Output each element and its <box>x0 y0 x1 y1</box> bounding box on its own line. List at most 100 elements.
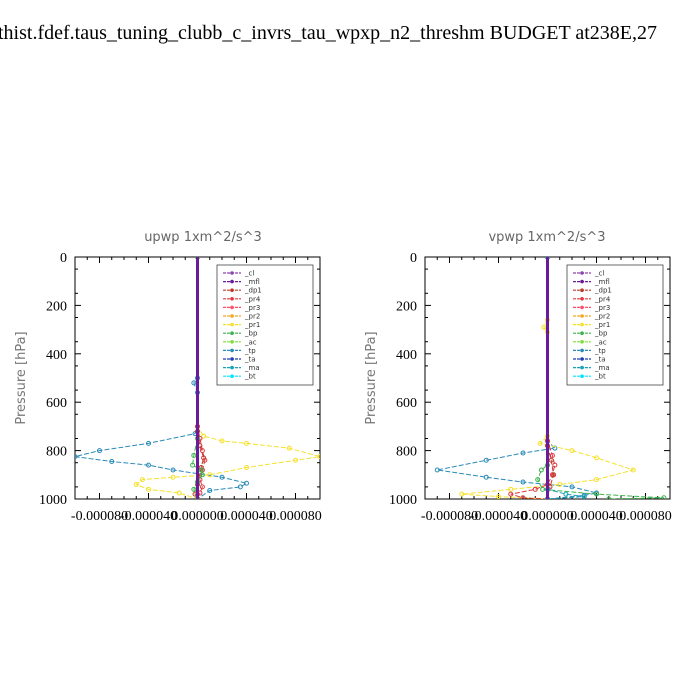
series-marker <box>191 486 197 492</box>
legend-label: _ma <box>244 364 260 372</box>
legend-marker <box>580 357 584 361</box>
legend-label: _ma <box>594 364 610 372</box>
legend-marker <box>230 314 234 318</box>
y-tick-label: 0 <box>60 251 67 266</box>
series-marker <box>569 448 575 454</box>
y-tick-label: 800 <box>46 445 67 460</box>
legend-label: _ac <box>594 338 607 346</box>
legend-marker <box>230 357 234 361</box>
series-marker <box>244 465 249 471</box>
x-tick-label: -0.000040 <box>120 509 177 524</box>
x-tick-label: 0.000080 <box>619 509 672 524</box>
legend-label: _mfl <box>594 278 610 286</box>
legend-marker <box>580 288 584 293</box>
legend-label: _pr3 <box>244 304 260 312</box>
series-marker <box>520 450 526 456</box>
series-marker <box>207 472 213 478</box>
legend: _cl_mfl_dp1_pr4_pr3_pr2_pr1_bp_ac_tp_ta_… <box>216 264 314 386</box>
legend-marker <box>230 365 234 370</box>
series-marker <box>139 477 145 483</box>
series-marker <box>199 472 205 478</box>
legend-marker <box>580 331 584 336</box>
series-line-bp <box>537 257 664 499</box>
legend-label: _cl <box>244 270 254 278</box>
series-marker <box>557 481 563 487</box>
chart-panel-1: upwp 1xm^2/s^3 Pressure [hPa] 0 200 400 600 80… <box>14 230 322 524</box>
series-line-bp <box>192 257 203 499</box>
legend-marker <box>580 279 584 284</box>
series-marker <box>532 486 538 492</box>
series-marker <box>190 462 196 468</box>
legend-marker <box>580 314 584 318</box>
y-tick-label: 600 <box>396 396 417 411</box>
series-line-pr4 <box>510 257 556 499</box>
series-marker <box>594 455 599 461</box>
series-marker <box>538 467 544 473</box>
series-marker <box>75 454 78 460</box>
series-marker <box>548 457 554 463</box>
y-tick-label: 600 <box>46 396 67 411</box>
series-marker <box>535 477 541 483</box>
legend-label: _ta <box>594 356 606 364</box>
legend-label: _pr1 <box>244 321 260 329</box>
legend-label: _cl <box>594 270 604 278</box>
legend-marker <box>230 348 234 353</box>
series-marker <box>191 452 197 458</box>
x-tick-label: 0.000040 <box>220 509 273 524</box>
legend-marker <box>580 365 584 370</box>
legend-marker <box>580 340 584 344</box>
series-marker <box>244 480 249 486</box>
series-marker <box>606 496 612 499</box>
series-marker <box>581 494 587 499</box>
series-marker <box>146 486 151 492</box>
series-marker <box>594 477 599 483</box>
series-marker <box>97 448 102 454</box>
y-tick-label: 0 <box>410 251 417 266</box>
series-marker <box>537 440 543 446</box>
y-axis-label: Pressure [hPa] <box>364 331 379 424</box>
series-marker <box>201 433 207 439</box>
legend-marker <box>580 305 584 310</box>
legend-label: _pr3 <box>594 304 610 312</box>
series-marker <box>176 490 182 496</box>
x-tick-label: -0.000080 <box>421 509 478 524</box>
y-axis-label: Pressure [hPa] <box>14 331 29 424</box>
legend-marker <box>580 297 584 301</box>
series-marker <box>630 467 636 473</box>
legend-label: _pr1 <box>594 321 610 329</box>
legend-label: _bp <box>594 330 608 338</box>
series-marker <box>541 324 547 330</box>
series-marker <box>483 457 489 463</box>
legend-marker <box>230 271 234 275</box>
chart-title: upwp 1xm^2/s^3 <box>144 230 262 245</box>
legend-label: _bt <box>594 373 606 381</box>
series-marker <box>552 462 558 468</box>
y-tick-label: 1000 <box>39 493 67 508</box>
chart-title: vpwp 1xm^2/s^3 <box>488 230 605 245</box>
chart-panel-2: vpwp 1xm^2/s^3 Pressure [hPa] 0 200 400 600 80… <box>364 230 672 524</box>
legend-label: _dp1 <box>594 287 612 295</box>
series-marker <box>551 472 557 478</box>
legend-label: _pr2 <box>594 313 610 321</box>
series-marker <box>170 467 176 473</box>
y-tick-label: 400 <box>396 348 417 363</box>
series-marker <box>563 491 569 497</box>
y-tick-label: 200 <box>46 299 67 314</box>
y-tick-label: 1000 <box>389 493 417 508</box>
legend-marker <box>230 331 234 336</box>
series-marker <box>520 479 526 485</box>
series-marker <box>459 491 465 497</box>
series-marker <box>317 454 320 460</box>
series-marker <box>293 457 298 463</box>
series-marker <box>286 445 292 451</box>
legend-label: _pr4 <box>594 295 611 303</box>
series-marker <box>201 455 207 461</box>
x-tick-label: 0.000040 <box>570 509 623 524</box>
series-marker <box>146 440 151 446</box>
series-marker <box>661 495 667 499</box>
series-marker <box>219 438 225 444</box>
legend-marker <box>230 340 234 344</box>
legend-marker <box>230 374 234 379</box>
series-marker <box>207 488 213 494</box>
